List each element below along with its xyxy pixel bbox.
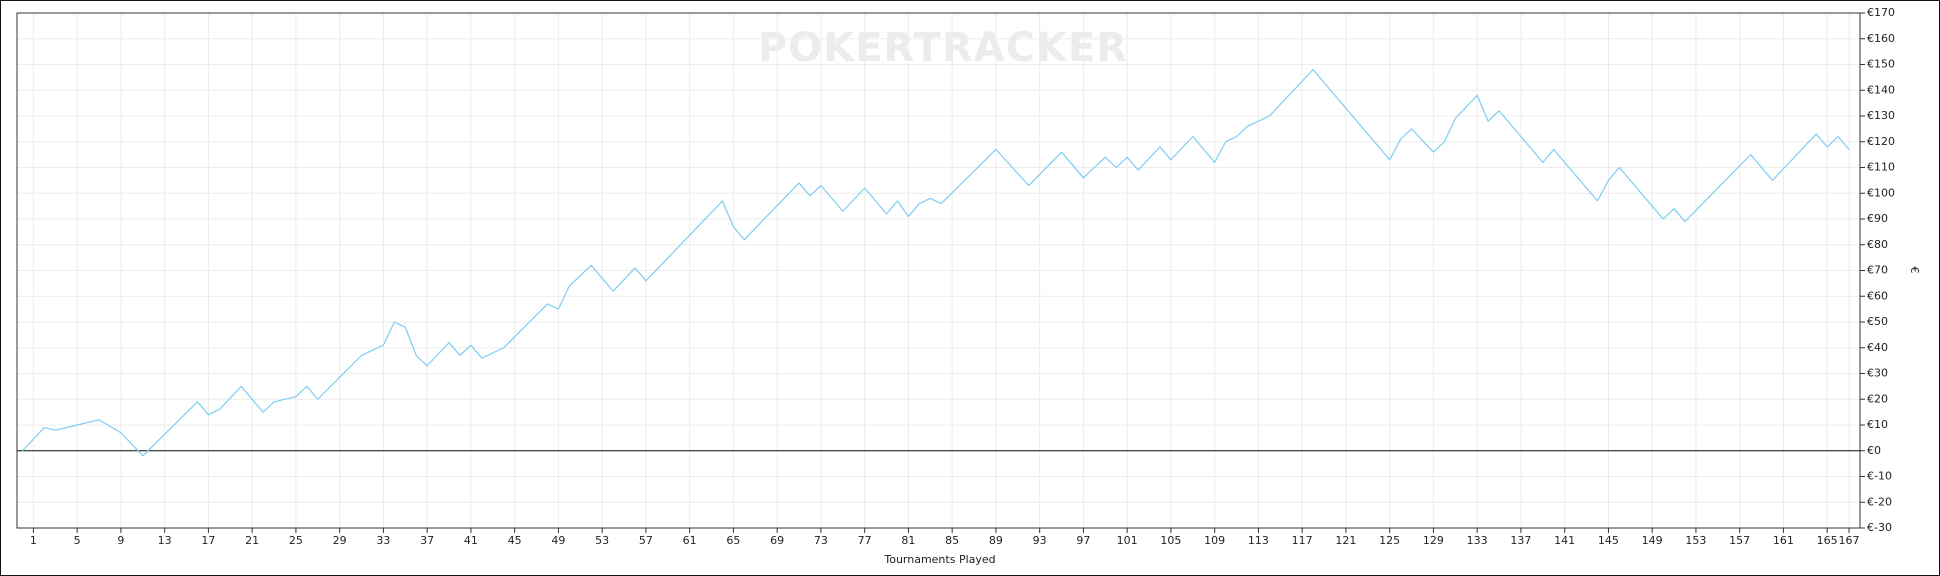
x-tick-label: 161	[1773, 534, 1794, 547]
x-tick-label: 101	[1117, 534, 1138, 547]
x-tick-label: 149	[1642, 534, 1663, 547]
y-tick-label: €50	[1867, 315, 1888, 328]
x-tick-label: 145	[1598, 534, 1619, 547]
x-tick-label: 65	[726, 534, 740, 547]
x-tick-label: 137	[1510, 534, 1531, 547]
x-tick-label: 153	[1685, 534, 1706, 547]
plot-area	[16, 12, 1861, 529]
x-tick-label: 165	[1817, 534, 1838, 547]
x-tick-label: 29	[333, 534, 347, 547]
x-tick-label: 45	[508, 534, 522, 547]
y-tick-label: €60	[1867, 289, 1888, 302]
y-tick-label: €100	[1867, 186, 1895, 199]
grid	[17, 12, 1860, 529]
x-tick-label: 129	[1423, 534, 1444, 547]
y-tick-label: €70	[1867, 264, 1888, 277]
x-tick-label: 53	[595, 534, 609, 547]
y-tick-label: €10	[1867, 418, 1888, 431]
x-tick-label: 167	[1839, 534, 1860, 547]
x-tick-label: 33	[376, 534, 390, 547]
y-tick-label: €80	[1867, 238, 1888, 251]
x-tick-label: 141	[1554, 534, 1575, 547]
y-tick-label: €20	[1867, 392, 1888, 405]
y-tick-label: €150	[1867, 58, 1895, 71]
x-tick-label: 133	[1467, 534, 1488, 547]
x-tick-label: 57	[639, 534, 653, 547]
y-tick-label: €40	[1867, 341, 1888, 354]
y-axis-label: €	[1908, 267, 1921, 274]
x-tick-label: 121	[1335, 534, 1356, 547]
x-tick-label: 73	[814, 534, 828, 547]
x-tick-label: 1	[30, 534, 37, 547]
y-tick-label: €110	[1867, 161, 1895, 174]
x-tick-label: 97	[1076, 534, 1090, 547]
x-axis-label: Tournaments Played	[883, 553, 995, 566]
y-tick-label: €140	[1867, 83, 1895, 96]
line-series	[22, 69, 1850, 457]
x-tick-label: 109	[1204, 534, 1225, 547]
x-tick-label: 61	[683, 534, 697, 547]
y-tick-label: €30	[1867, 367, 1888, 380]
x-tick-label: 93	[1033, 534, 1047, 547]
y-tick-label: €160	[1867, 32, 1895, 45]
x-tick-label: 37	[420, 534, 434, 547]
x-tick-label: 5	[74, 534, 81, 547]
x-tick-label: 21	[245, 534, 259, 547]
x-tick-label: 49	[551, 534, 565, 547]
y-tick-label: €170	[1867, 6, 1895, 19]
x-tick-label: 81	[901, 534, 915, 547]
x-tick-label: 17	[201, 534, 215, 547]
x-tick-label: 13	[158, 534, 172, 547]
y-tick-label: €130	[1867, 109, 1895, 122]
y-tick-label: €0	[1867, 444, 1881, 457]
x-tick-label: 113	[1248, 534, 1269, 547]
x-tick-label: 117	[1292, 534, 1313, 547]
x-tick-label: 157	[1729, 534, 1750, 547]
y-tick-label: €-30	[1867, 521, 1892, 534]
watermark: POKERTRACKER	[758, 25, 1128, 71]
x-tick-label: 41	[464, 534, 478, 547]
y-tick-label: €-20	[1867, 495, 1892, 508]
x-tick-label: 9	[117, 534, 124, 547]
y-tick-label: €90	[1867, 212, 1888, 225]
x-tick-label: 25	[289, 534, 303, 547]
x-tick-label: 125	[1379, 534, 1400, 547]
x-tick-label: 77	[858, 534, 872, 547]
x-tick-label: 69	[770, 534, 784, 547]
x-tick-label: 89	[989, 534, 1003, 547]
y-tick-label: €-10	[1867, 470, 1892, 483]
x-tick-label: 85	[945, 534, 959, 547]
x-tick-label: 105	[1160, 534, 1181, 547]
y-tick-label: €120	[1867, 135, 1895, 148]
